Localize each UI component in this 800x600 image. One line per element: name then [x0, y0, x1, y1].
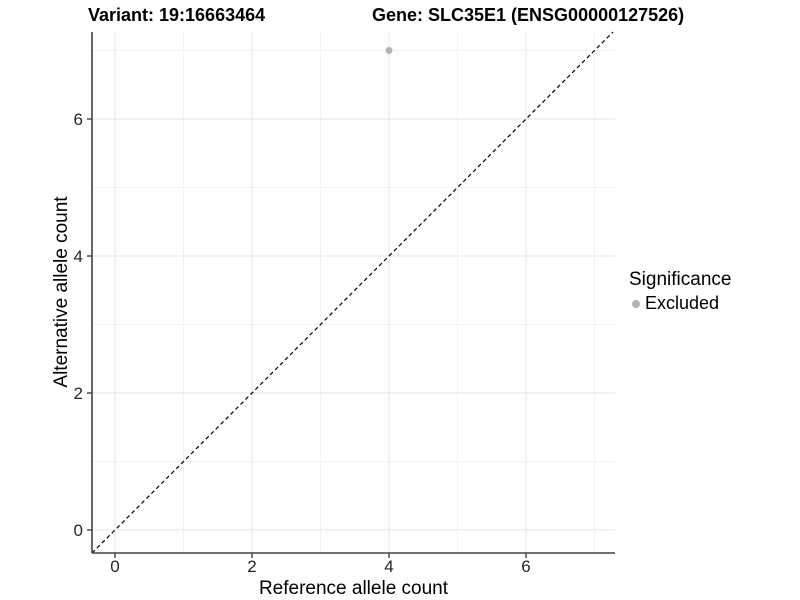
- y-tick-label: 6: [74, 110, 83, 129]
- x-tick-label: 4: [384, 557, 393, 576]
- x-tick-label: 2: [247, 557, 256, 576]
- x-tick-label: 0: [110, 557, 119, 576]
- x-axis-title: Reference allele count: [258, 578, 449, 599]
- data-point: [385, 47, 393, 54]
- identity-dashed-line: [91, 31, 614, 554]
- y-tick-label: 0: [74, 521, 83, 540]
- x-tick-label: 6: [521, 557, 530, 576]
- legend: Significance Excluded: [629, 269, 731, 314]
- plot-title-variant: Variant: 19:16663464: [88, 5, 266, 25]
- legend-entry-excluded: Excluded: [629, 293, 731, 314]
- y-tick-label: 2: [74, 384, 83, 403]
- y-tick-label: 4: [74, 247, 83, 266]
- plot-title-gene: Gene: SLC35E1 (ENSG00000127526): [372, 5, 685, 25]
- legend-entry-label: Excluded: [645, 293, 720, 313]
- y-axis-title: Alternative allele count: [51, 196, 72, 388]
- legend-point-icon: [632, 299, 640, 308]
- legend-title: Significance: [629, 269, 732, 290]
